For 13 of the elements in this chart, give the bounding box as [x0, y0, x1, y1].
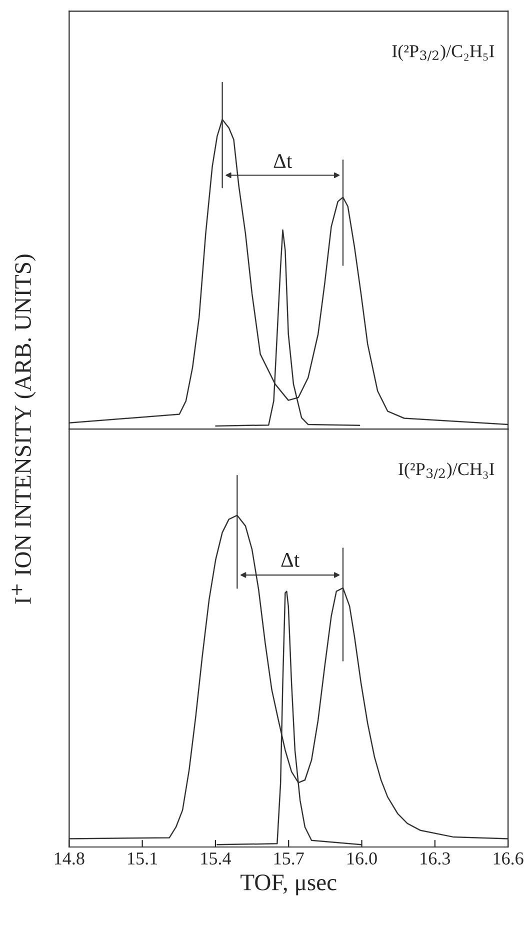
text: I(²P$_{3/2}$)/CH₃I [398, 462, 494, 479]
x-tick-label: 15.1 [128, 852, 158, 865]
text: I(²P$_{3/2}$)/C₂H₅I [392, 44, 494, 62]
y-axis-title: I$^{+}$ ION INTENSITY (ARB. UNITS) [12, 254, 36, 604]
annotation: Δt [274, 154, 292, 168]
x-tick-label: 16.0 [348, 852, 377, 865]
x-tick-label: 16.6 [494, 852, 524, 865]
x-axis-title: TOF, μsec [240, 874, 336, 896]
annotation: Δt [281, 553, 300, 567]
x-tick-label: 15.4 [201, 852, 231, 865]
x-tick-label: 15.7 [274, 852, 304, 865]
x-tick-label: 14.8 [54, 852, 84, 865]
x-tick-label: 16.3 [420, 852, 450, 865]
